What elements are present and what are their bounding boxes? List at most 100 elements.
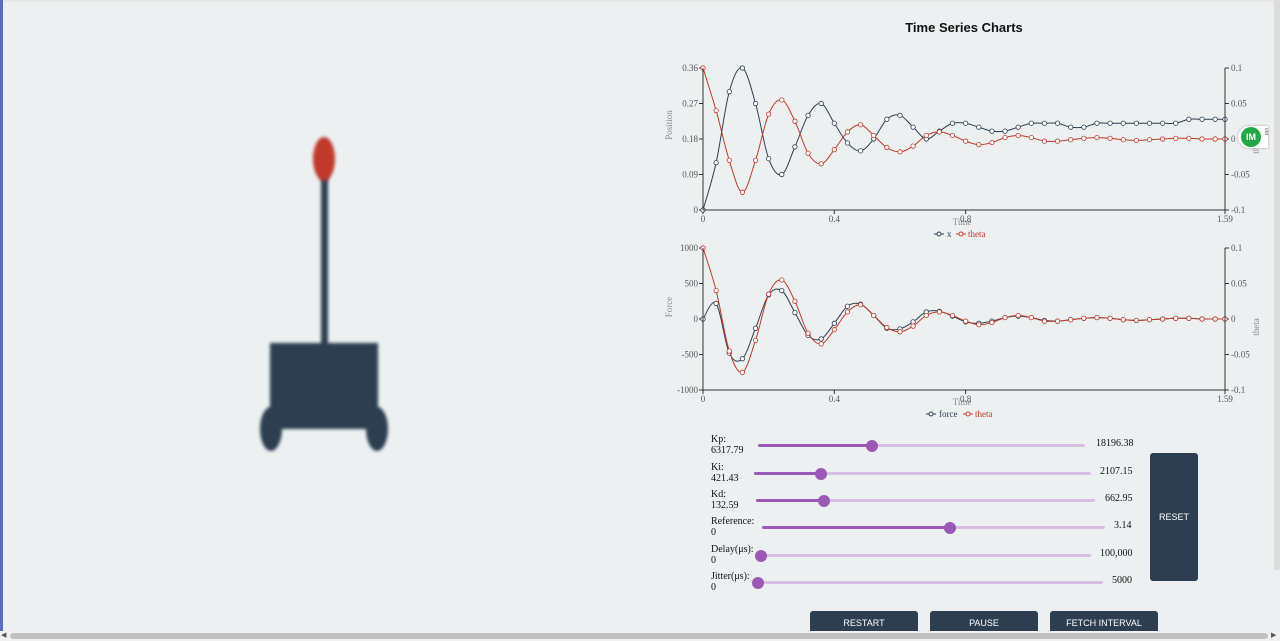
slider-value: 0 (711, 555, 716, 566)
data-point-x (949, 120, 956, 126)
y-tick-label-right: -0.1 (1231, 385, 1245, 395)
slider-track[interactable] (752, 576, 1103, 589)
slider-name: Kd: (711, 489, 726, 500)
x-tick-label: 0.8 (960, 214, 972, 224)
data-point-theta (752, 157, 759, 163)
data-point-theta (871, 312, 877, 319)
force-theta-chart: Force theta Time 1000 500 0 -500 -1000 0.1 0.0… (664, 243, 1261, 419)
extension-widget[interactable]: IM ent (1238, 126, 1269, 148)
data-point-x (831, 120, 837, 126)
data-point-theta (1146, 317, 1153, 323)
slider-fill (756, 499, 824, 502)
legend-item-theta[interactable]: theta (968, 229, 986, 239)
y-axis-label-left: Force (664, 297, 674, 318)
data-point-theta (884, 324, 890, 331)
x-axis-label: Time (953, 397, 972, 407)
extension-peek-label: ent (1263, 128, 1269, 136)
extension-logo-icon[interactable]: IM (1241, 127, 1261, 147)
position-theta-chart: Position theta Time 0.36 0.27 0.18 0.09 0 0.1… (664, 63, 1261, 239)
slider-thumb[interactable] (865, 439, 878, 452)
slider-label: Ki: 421.43 (711, 462, 739, 484)
slider-value: 421.43 (711, 473, 739, 484)
reset-button[interactable]: RESET (1150, 453, 1198, 581)
legend-item-x[interactable]: x (947, 229, 952, 239)
series-line-x (702, 67, 1225, 211)
data-point-x (844, 140, 851, 146)
data-point-x (1028, 120, 1034, 126)
data-point-x (1186, 116, 1192, 122)
data-point-theta (857, 302, 864, 308)
slider-max: 5000 (1112, 575, 1132, 586)
horizontal-scrollbar[interactable]: ◀ ▶ (0, 631, 1280, 641)
x-tick-label: 0 (701, 394, 706, 404)
scrollbar-thumb[interactable] (10, 633, 1268, 639)
data-point-theta (1015, 312, 1021, 319)
data-point-theta (1015, 132, 1021, 139)
data-point-theta (989, 319, 995, 326)
slider-label: Reference: 0 (711, 516, 754, 538)
slider-thumb[interactable] (817, 494, 830, 507)
data-point-theta (1028, 314, 1034, 321)
scroll-left-icon[interactable]: ◀ (1, 631, 7, 639)
y-tick-label-left: 0.27 (682, 99, 698, 109)
legend-item-force[interactable]: force (939, 409, 957, 419)
y-tick-label-right: 0.05 (1231, 99, 1247, 109)
legend-item-theta[interactable]: theta (975, 409, 993, 419)
slider-track[interactable] (755, 549, 1091, 562)
data-point-theta (976, 142, 982, 148)
y-tick-label-left: 0.18 (682, 134, 698, 144)
data-point-theta (1107, 135, 1113, 141)
data-point-theta (1212, 316, 1218, 322)
data-point-theta (1186, 135, 1192, 141)
slider-track[interactable] (754, 467, 1091, 480)
data-point-theta (871, 132, 877, 139)
slider-thumb[interactable] (752, 576, 764, 589)
y-tick-label-left: 1000 (680, 243, 699, 253)
slider-name: Kp: (711, 434, 726, 445)
data-point-x (884, 116, 890, 122)
data-point-theta (818, 161, 824, 167)
slider-value: 132.59 (711, 500, 739, 511)
slider-thumb[interactable] (815, 467, 828, 480)
slider-value: 0 (711, 527, 716, 538)
data-point-force (792, 310, 798, 316)
slider-row: Reference: 0 3.14 (711, 516, 1151, 542)
cartpole-simulation (240, 120, 420, 470)
scroll-right-icon[interactable]: ▶ (1271, 631, 1277, 639)
slider-thumb[interactable] (755, 549, 767, 562)
data-point-theta (1081, 315, 1087, 321)
data-point-theta (897, 329, 903, 335)
slider-track[interactable] (758, 439, 1085, 452)
data-point-theta (713, 107, 719, 114)
data-point-theta (792, 298, 798, 304)
vertical-scrollbar[interactable] (1274, 0, 1280, 570)
data-point-theta (976, 322, 982, 328)
window-left-edge (0, 0, 3, 641)
data-point-force (831, 320, 837, 326)
data-point-x (792, 144, 798, 150)
slider-track[interactable] (756, 494, 1095, 507)
slider-fill (762, 526, 950, 529)
slider-max: 100,000 (1100, 548, 1133, 559)
data-point-theta (1041, 138, 1048, 144)
data-point-theta (923, 312, 929, 319)
data-point-theta (857, 122, 864, 128)
slider-label: Kp: 6317.79 (711, 434, 744, 456)
data-point-x (897, 112, 903, 118)
data-point-theta (1160, 136, 1166, 142)
y-axis-label-right: theta (1251, 318, 1261, 336)
x-tick-label: 0.4 (829, 214, 841, 224)
data-point-theta (884, 144, 890, 151)
data-point-x (1041, 120, 1048, 126)
data-point-force (752, 325, 759, 331)
slider-label: Kd: 132.59 (711, 489, 739, 511)
slider-row: Kd: 132.59 662.95 (711, 489, 1151, 515)
pendulum-bob (313, 137, 335, 181)
data-point-theta (1212, 136, 1218, 142)
slider-thumb[interactable] (943, 521, 956, 534)
data-point-theta (779, 277, 785, 283)
slider-track[interactable] (762, 521, 1105, 534)
data-point-x (739, 65, 745, 71)
series-line-theta (702, 247, 1225, 373)
data-point-force (713, 300, 719, 306)
